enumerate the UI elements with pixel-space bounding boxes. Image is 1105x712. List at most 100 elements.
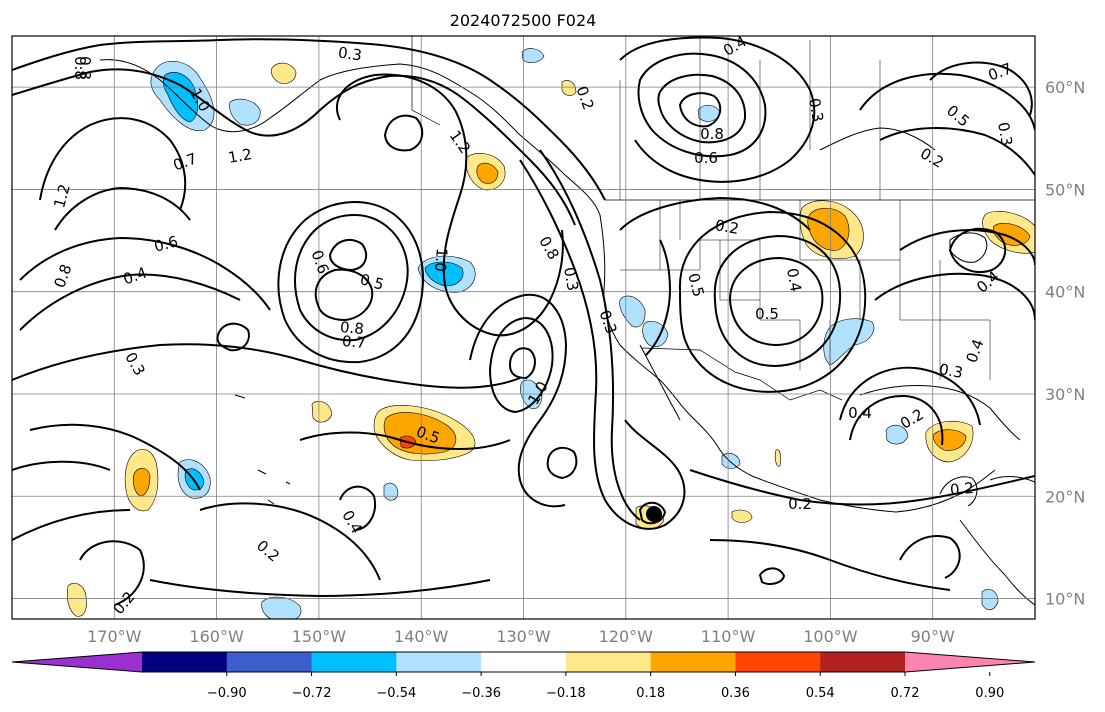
lon-label: 160°W bbox=[189, 627, 244, 646]
contour-line bbox=[277, 201, 424, 364]
contour-label: 0.7 bbox=[341, 332, 366, 352]
contour-line bbox=[728, 256, 824, 347]
lon-label: 150°W bbox=[292, 627, 347, 646]
lat-axis: 10°N 20°N 30°N 40°N 50°N 60°N bbox=[1045, 78, 1085, 608]
positive-area bbox=[731, 509, 753, 523]
contour-label: 0.2 bbox=[714, 216, 741, 238]
colorbar-segment bbox=[735, 652, 821, 672]
colorbar-tick-label: 0.72 bbox=[891, 686, 920, 701]
contour-line bbox=[859, 72, 1035, 131]
lat-label: 10°N bbox=[1045, 590, 1085, 609]
contour-label: 0.3 bbox=[938, 360, 965, 382]
positive-area bbox=[66, 583, 87, 617]
colorbar-segment bbox=[650, 652, 736, 672]
contour-line bbox=[678, 210, 867, 393]
lon-label: 110°W bbox=[701, 627, 756, 646]
contour-line bbox=[879, 127, 1035, 176]
colorbar-tick-label: −0.36 bbox=[461, 686, 501, 701]
negative-area bbox=[521, 48, 545, 63]
colorbar-extend-max bbox=[905, 652, 1035, 672]
baja-coastline bbox=[639, 344, 681, 421]
contour-line bbox=[546, 446, 578, 480]
contour-line bbox=[519, 159, 686, 530]
colorbar-segment bbox=[311, 652, 397, 672]
contour-line bbox=[314, 268, 374, 322]
contour-line bbox=[839, 366, 981, 426]
negative-area bbox=[520, 379, 543, 410]
contour-label: 0.3 bbox=[805, 97, 827, 124]
contour-line bbox=[383, 114, 424, 152]
contour-line bbox=[539, 149, 641, 521]
contour-line bbox=[638, 501, 667, 525]
lon-label: 120°W bbox=[599, 627, 654, 646]
contour-line bbox=[12, 460, 111, 471]
colorbar-tick-label: −0.90 bbox=[207, 686, 247, 701]
negative-area bbox=[261, 596, 302, 619]
contour-line bbox=[929, 61, 1033, 116]
lat-label: 30°N bbox=[1045, 385, 1085, 404]
lon-label: 90°W bbox=[911, 627, 955, 646]
contour-line bbox=[678, 92, 722, 128]
figure-title: 2024072500 F024 bbox=[450, 11, 597, 30]
contour-label: 0.8 bbox=[71, 56, 89, 80]
colorbar-segment bbox=[820, 652, 906, 672]
negative-area bbox=[163, 71, 199, 123]
contour-label: 0.6 bbox=[152, 232, 180, 256]
lon-label: 140°W bbox=[394, 627, 449, 646]
contour-label: 0.5 bbox=[358, 270, 386, 294]
colorbar-ticks: −0.90 −0.72 −0.54 −0.36 −0.18 0.18 0.36 0.54 0.7… bbox=[207, 672, 1004, 701]
contour-label: 0.3 bbox=[337, 43, 363, 64]
contour-line bbox=[899, 229, 1035, 266]
contour-line bbox=[758, 567, 786, 585]
gridlines bbox=[12, 36, 1035, 619]
cuba-coastline bbox=[989, 475, 1035, 483]
contour-label: 0.3 bbox=[560, 266, 582, 293]
border-us-mexico bbox=[641, 347, 843, 401]
contour-line bbox=[19, 236, 271, 311]
colorbar-segment bbox=[396, 652, 482, 672]
contour-line bbox=[79, 540, 145, 606]
storm-center-marker bbox=[646, 506, 662, 522]
contour-line bbox=[339, 485, 376, 531]
contour-line bbox=[29, 423, 201, 491]
contour-label: 0.8 bbox=[76, 56, 94, 80]
contour-label: 0.8 bbox=[339, 318, 364, 338]
yucatan-coastline bbox=[939, 476, 978, 507]
great-lakes bbox=[949, 232, 988, 263]
coastlines bbox=[99, 36, 1035, 606]
contour-label: 0.4 bbox=[848, 404, 872, 422]
contour-line bbox=[508, 347, 536, 380]
contour-line bbox=[689, 469, 1035, 506]
lat-label: 60°N bbox=[1045, 78, 1085, 97]
hawaii-islands bbox=[234, 394, 291, 505]
alaska-coastline bbox=[99, 59, 601, 216]
colorbar-extend-min bbox=[12, 652, 142, 672]
contour-line bbox=[899, 535, 961, 579]
colorbar-segment bbox=[565, 652, 652, 672]
contour-line bbox=[657, 73, 747, 144]
lon-label: 130°W bbox=[496, 627, 551, 646]
contour-label: 1.2 bbox=[50, 182, 74, 210]
map-frame bbox=[11, 35, 1036, 620]
central-america-coast bbox=[959, 519, 1035, 606]
colorbar-segment bbox=[142, 652, 228, 672]
contour-line bbox=[294, 214, 409, 342]
colorbar-segment bbox=[226, 652, 313, 672]
colorbar-tick-label: 0.54 bbox=[806, 686, 835, 701]
contour-line bbox=[12, 38, 606, 201]
contour-line bbox=[19, 273, 241, 331]
contour-line bbox=[619, 36, 816, 183]
contour-line bbox=[637, 52, 767, 158]
negative-area bbox=[721, 452, 741, 469]
colorbar-segment bbox=[481, 652, 567, 672]
negative-area bbox=[229, 98, 261, 126]
lat-label: 40°N bbox=[1045, 283, 1085, 302]
mexico-coastline bbox=[751, 469, 996, 513]
colorbar-tick-label: 0.90 bbox=[975, 686, 1004, 701]
positive-area bbox=[561, 80, 577, 96]
contour-line bbox=[488, 316, 554, 414]
lon-axis: 170°W 160°W 150°W 140°W 130°W 120°W 110°W 100°W… bbox=[87, 627, 955, 646]
contour-line bbox=[12, 343, 521, 389]
colorbar-tick-label: −0.18 bbox=[546, 686, 586, 701]
positive-area bbox=[774, 449, 782, 467]
